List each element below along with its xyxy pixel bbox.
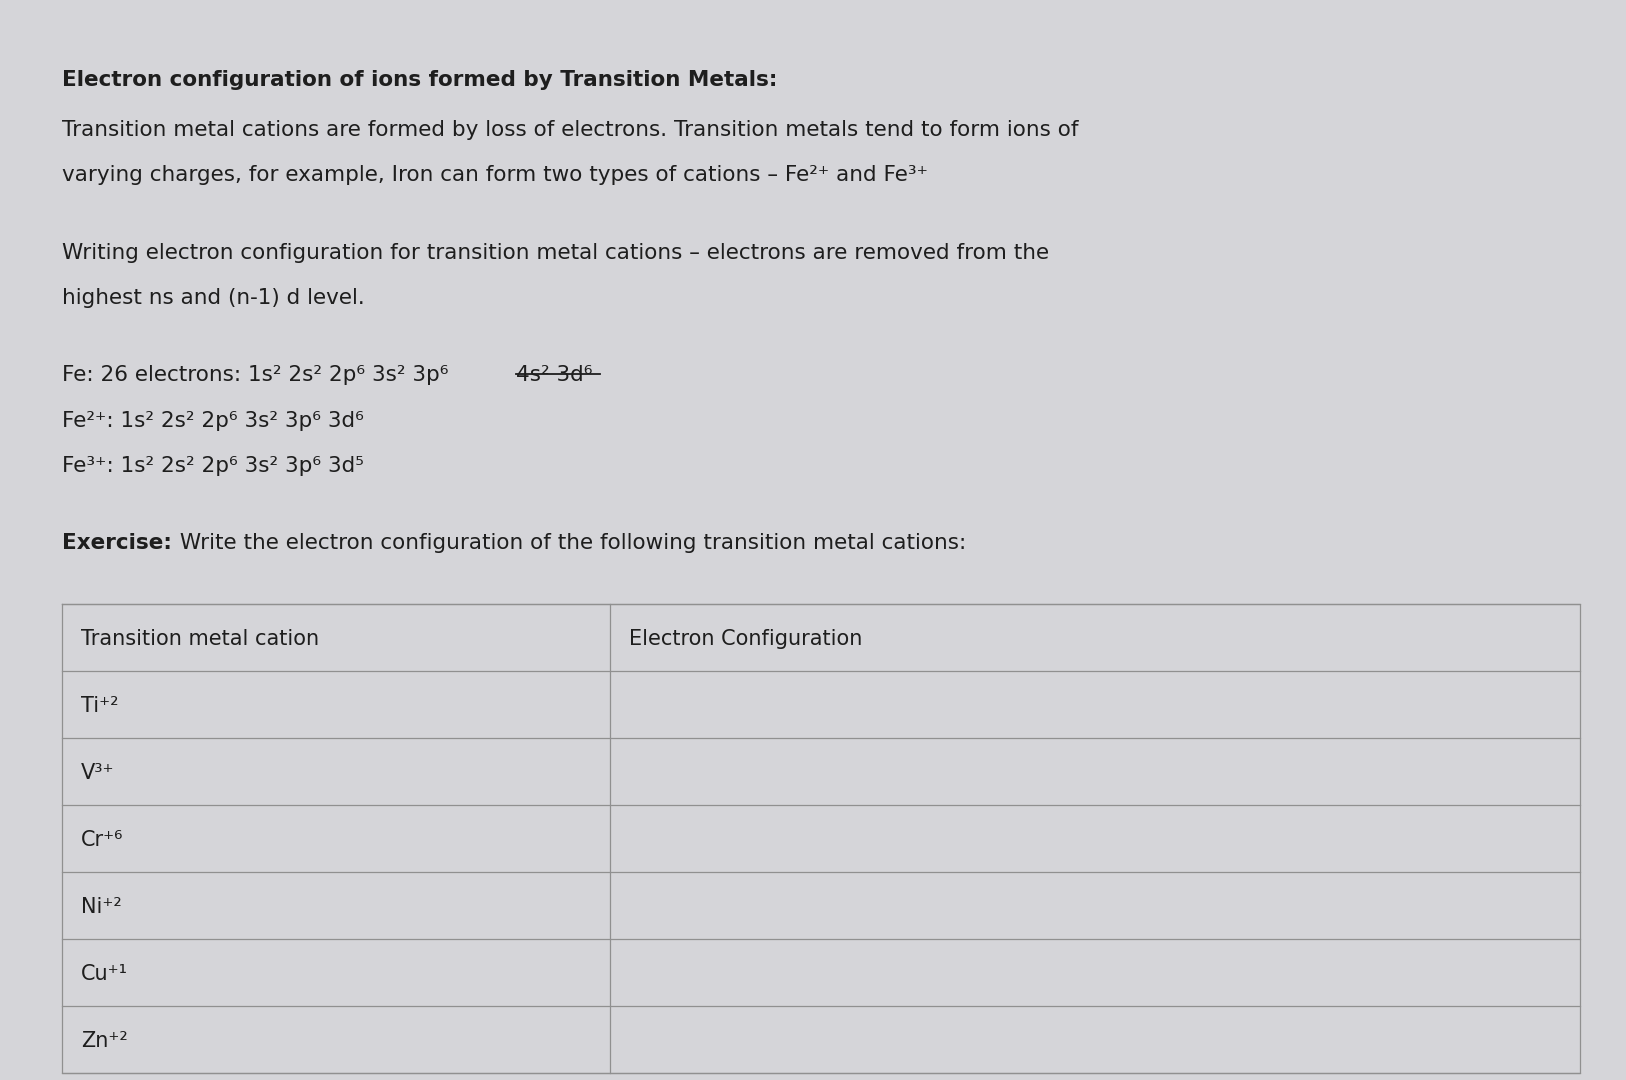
Text: Ni⁺²: Ni⁺²	[81, 897, 122, 917]
Text: Electron configuration of ions formed by Transition Metals:: Electron configuration of ions formed by…	[62, 70, 777, 91]
Text: highest ns and (n-1) d level.: highest ns and (n-1) d level.	[62, 288, 364, 308]
Text: Ti⁺²: Ti⁺²	[81, 697, 119, 716]
Text: V³⁺: V³⁺	[81, 764, 115, 783]
Text: Electron Configuration: Electron Configuration	[629, 630, 863, 649]
Text: Writing electron configuration for transition metal cations – electrons are remo: Writing electron configuration for trans…	[62, 243, 1049, 262]
Text: Zn⁺²: Zn⁺²	[81, 1031, 128, 1051]
Text: Cu⁺¹: Cu⁺¹	[81, 964, 128, 984]
Text: Cr⁺⁶: Cr⁺⁶	[81, 831, 124, 850]
Text: Transition metal cations are formed by loss of electrons. Transition metals tend: Transition metal cations are formed by l…	[62, 120, 1078, 140]
Text: varying charges, for example, Iron can form two types of cations – Fe²⁺ and Fe³⁺: varying charges, for example, Iron can f…	[62, 165, 928, 186]
Text: 4s² 3d⁶: 4s² 3d⁶	[515, 365, 592, 386]
Text: Transition metal cation: Transition metal cation	[81, 630, 319, 649]
Text: Exercise:: Exercise:	[62, 534, 172, 553]
Text: Fe³⁺: 1s² 2s² 2p⁶ 3s² 3p⁶ 3d⁵: Fe³⁺: 1s² 2s² 2p⁶ 3s² 3p⁶ 3d⁵	[62, 456, 364, 476]
Text: Fe: 26 electrons: 1s² 2s² 2p⁶ 3s² 3p⁶: Fe: 26 electrons: 1s² 2s² 2p⁶ 3s² 3p⁶	[62, 365, 455, 386]
Text: Fe²⁺: 1s² 2s² 2p⁶ 3s² 3p⁶ 3d⁶: Fe²⁺: 1s² 2s² 2p⁶ 3s² 3p⁶ 3d⁶	[62, 410, 364, 431]
Text: Write the electron configuration of the following transition metal cations:: Write the electron configuration of the …	[172, 534, 966, 553]
